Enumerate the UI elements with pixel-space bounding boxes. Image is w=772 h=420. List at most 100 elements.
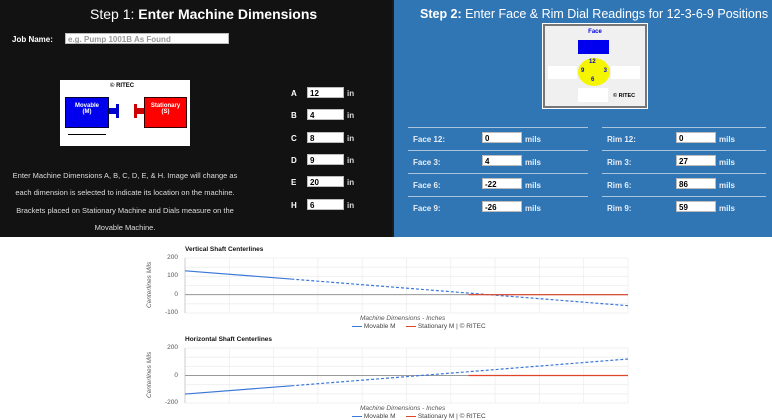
instructions-line: Movable Machine. [94,223,156,232]
dim-unit: in [347,133,355,143]
dim-d-input[interactable]: 9 [307,153,344,165]
dim-label: E [291,178,297,188]
row-divider [408,150,588,151]
y-tick-label: 200 [167,254,178,261]
dial-3: 3 [603,68,607,74]
unit-label: mils [525,181,542,190]
y-axis-label: Centerlines Mils [146,261,153,308]
dim-c-input[interactable]: 8 [307,131,344,143]
face-label: Face 9: [413,204,441,213]
row-divider [602,150,766,151]
dim-label: A [291,89,297,98]
face-input[interactable]: 0 [482,132,522,143]
chart-title: Horizontal Shaft Centerlines [185,336,273,343]
face-input[interactable]: -26 [482,201,522,212]
y-tick-label: 0 [174,290,178,298]
rim-input[interactable]: 86 [676,178,716,189]
dimension-bracket [68,134,106,135]
step-number: Step 2: [420,7,462,21]
movable-sub-label: (M) [82,109,92,115]
x-axis-label: Machine Dimensions - Inches [360,405,446,412]
legend-swatch [352,415,362,417]
stationary-label: Stationary [150,103,181,109]
dial-face: 12 3 6 9 [578,58,610,86]
face-input[interactable]: -22 [482,178,522,189]
step2-panel: Step 2: Enter Face & Rim Dial Readings f… [392,0,772,237]
dim-b-input[interactable]: 4 [307,109,344,121]
dial-title: Face [588,29,602,35]
movable-label: Movable [74,103,99,109]
unit-label: mils [719,135,736,144]
unit-label: mils [719,158,736,167]
dim-unit: in [347,155,355,165]
step2-heading: Step 2: Enter Face & Rim Dial Readings f… [420,7,768,21]
movable-machine: Movable (M) [65,97,109,128]
row-divider [602,127,766,128]
movable-coupling [109,108,116,114]
movable-coupling-flange [116,104,119,118]
movable-line-segment [291,278,629,307]
legend-label: Movable M [363,413,396,420]
y-tick-label: 100 [167,272,178,280]
dim-unit: in [347,111,355,121]
dim-a-input[interactable]: 12 [307,87,344,98]
legend-label: Stationary M | © RITEC [417,323,486,330]
dial-diagram: Face 12 3 6 9 © RITEC [542,23,648,109]
dim-unit: in [347,200,355,210]
dial-9: 9 [581,68,585,74]
stationary-coupling-flange [134,104,137,118]
step1-heading: Step 1: Enter Machine Dimensions [90,6,317,22]
face-label: Face 12: [413,135,446,144]
rim-label: Rim 3: [607,158,632,167]
y-tick-label: 200 [167,344,178,351]
job-name-input[interactable]: e.g. Pump 1001B As Found [65,33,229,44]
legend-movable[interactable]: Movable M [352,323,396,330]
instructions-line: Brackets placed on Stationary Machine an… [16,206,234,215]
face-input[interactable]: 4 [482,155,522,166]
dim-label: D [291,155,297,165]
dial-6: 6 [591,77,595,83]
movable-line-segment [291,358,629,387]
face-block [578,40,609,54]
dial-box-right [611,66,640,79]
x-axis-label: Machine Dimensions - Inches [360,315,446,322]
y-tick-label: -200 [164,399,178,406]
unit-label: mils [719,204,736,213]
unit-label: mils [525,135,542,144]
dim-unit: in [347,178,355,188]
face-label: Face 6: [413,181,441,190]
stationary-coupling [137,108,144,114]
legend-swatch [406,325,416,327]
unit-label: mils [719,181,736,190]
dial-box-left [548,66,577,79]
rim-label: Rim 9: [607,204,632,213]
row-divider [408,196,588,197]
diagram-copyright: © RITEC [110,83,135,89]
movable-line-segment [184,385,292,395]
rim-input[interactable]: 0 [676,132,716,143]
legend-movable[interactable]: Movable M [352,413,396,420]
stationary-sub-label: (S) [161,109,170,115]
dim-h-input[interactable]: 6 [307,198,344,210]
legend-label: Movable M [363,323,396,330]
dial-12: 12 [589,59,596,65]
row-divider [408,173,588,174]
unit-label: mils [525,158,542,167]
legend-stationary[interactable]: Stationary M | © RITEC [406,413,486,420]
rim-input[interactable]: 59 [676,201,716,212]
rim-input[interactable]: 27 [676,155,716,166]
dim-label: C [291,133,297,143]
dim-e-input[interactable]: 20 [307,176,344,188]
dim-unit: in [347,89,355,98]
dial-box-bottom [578,88,608,102]
row-divider [408,127,588,128]
step-title: Enter Face & Rim Dial Readings for 12-3-… [465,7,769,21]
unit-label: mils [525,204,542,213]
movable-line-segment [184,270,292,280]
step1-panel: Step 1: Enter Machine Dimensions Job Nam… [0,0,392,237]
legend-stationary[interactable]: Stationary M | © RITEC [406,323,486,330]
dial-copyright: © RITEC [613,93,636,99]
legend-label: Stationary M | © RITEC [417,413,486,420]
dim-label: H [291,200,297,210]
rim-label: Rim 12: [607,135,636,144]
